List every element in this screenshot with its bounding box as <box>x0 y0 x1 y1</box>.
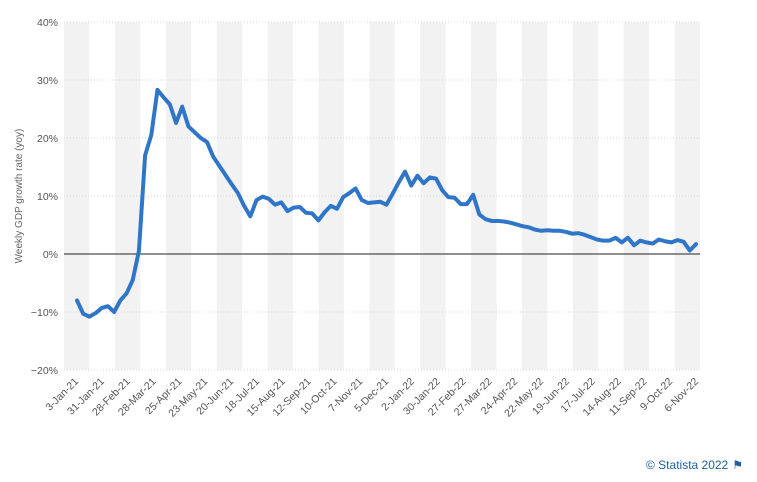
band <box>572 22 599 370</box>
band <box>521 22 548 370</box>
y-tick-label: 30% <box>37 75 58 87</box>
band <box>420 22 446 370</box>
gridlines <box>64 21 700 371</box>
flag-icon: ⚑ <box>732 458 743 472</box>
statista-credit[interactable]: © Statista 2022 ⚑ <box>646 458 743 472</box>
y-tick-label: 40% <box>37 17 58 29</box>
series-line <box>75 87 698 319</box>
credit-text: © Statista 2022 <box>646 458 729 472</box>
y-axis-title: Weekly GDP growth rate (yoy) <box>14 129 25 264</box>
y-tick-label: −20% <box>31 365 58 377</box>
band <box>674 22 700 370</box>
y-tick-label: 20% <box>37 133 58 145</box>
band <box>623 22 650 370</box>
y-tick-label: 0% <box>43 249 58 261</box>
y-tick-label: 10% <box>37 191 58 203</box>
x-tick-labels: 3-Jan-2131-Jan-2128-Feb-2128-Mar-2125-Ap… <box>43 376 701 420</box>
y-tick-label: −10% <box>31 307 58 319</box>
y-tick-labels: −20% −10% 0% 10% 20% 30% 40% <box>31 17 58 377</box>
